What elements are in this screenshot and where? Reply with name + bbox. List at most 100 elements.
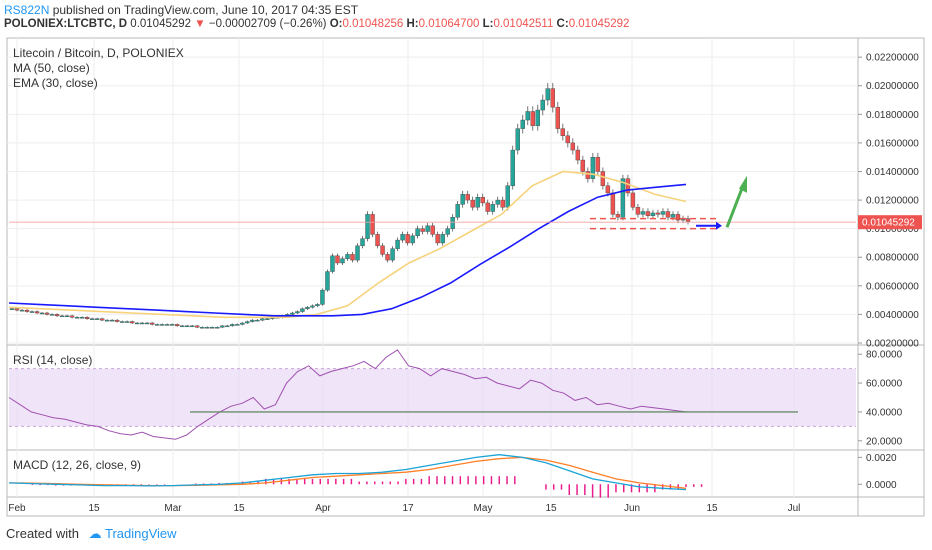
candle-body xyxy=(39,312,45,315)
x-tick-label: 15 xyxy=(233,503,245,514)
candle-body xyxy=(129,321,135,324)
candle-body xyxy=(670,214,676,218)
sideways-arrow-head xyxy=(716,221,722,230)
candle-body xyxy=(625,178,631,194)
candle-body xyxy=(410,235,415,244)
x-tick-label: Mar xyxy=(164,503,182,514)
candle-body xyxy=(84,317,90,319)
macd-tick-label: 0.0000 xyxy=(866,480,897,491)
high-value: 0.01064700 xyxy=(418,18,480,30)
candle-body xyxy=(685,218,691,222)
candle-body xyxy=(495,199,500,205)
tradingview-logo-icon: ☁ xyxy=(88,526,102,541)
candle-body xyxy=(565,135,571,144)
candle-body xyxy=(585,171,591,179)
candle-body xyxy=(215,327,220,329)
candle-body xyxy=(104,319,110,322)
candle-body xyxy=(205,327,210,329)
candle-body xyxy=(445,228,450,235)
candle-body xyxy=(465,194,470,201)
candle-body xyxy=(265,318,270,320)
candle-body xyxy=(570,142,576,151)
candle-body xyxy=(580,159,586,172)
candle-body xyxy=(119,321,125,323)
candle-body xyxy=(535,109,540,126)
candle-body xyxy=(155,324,160,326)
candle-body xyxy=(530,111,535,126)
macd-tick-label: 0.0020 xyxy=(866,453,897,464)
y-tick-label: 0.00400000 xyxy=(866,310,919,321)
candle-body xyxy=(415,228,420,237)
x-tick-label: Apr xyxy=(315,503,331,514)
y-tick-label: 0.01600000 xyxy=(866,138,919,149)
candle-body xyxy=(520,119,525,129)
x-tick-label: 15 xyxy=(545,503,557,514)
candle-body xyxy=(555,106,561,129)
open-value: 0.01048256 xyxy=(342,18,404,30)
ma-legend[interactable]: MA (50, close) xyxy=(13,61,90,75)
candle-body xyxy=(470,199,475,208)
candle-body xyxy=(315,304,320,307)
macd-line xyxy=(8,454,687,491)
macd-pane-title[interactable]: MACD (12, 26, close, 9) xyxy=(13,458,142,472)
candle-body xyxy=(550,88,555,108)
candle-body xyxy=(560,128,566,136)
candle-body xyxy=(335,255,340,264)
footer: Created with ☁ TradingView xyxy=(6,526,177,542)
up-arrow-head xyxy=(739,175,747,193)
candle-body xyxy=(510,149,515,186)
candle-body xyxy=(305,307,310,309)
candle-body xyxy=(525,111,530,121)
candle-body xyxy=(260,318,265,321)
y-tick-label: 0.01800000 xyxy=(866,110,919,121)
candle-body xyxy=(500,199,505,208)
x-tick-label: May xyxy=(474,503,493,514)
candle-body xyxy=(195,325,200,328)
candle-body xyxy=(400,234,405,241)
x-tick-label: Jun xyxy=(624,503,640,514)
candle-body xyxy=(405,234,410,244)
candle-body xyxy=(255,319,260,322)
candle-body xyxy=(150,322,155,325)
candle-body xyxy=(345,254,350,259)
candle-body xyxy=(375,234,380,247)
rsi-band xyxy=(9,368,856,427)
y-tick-label: 0.02200000 xyxy=(866,53,919,64)
open-label: O: xyxy=(329,18,343,30)
candle-body xyxy=(200,327,205,329)
candle-body xyxy=(590,156,596,179)
candle-body xyxy=(350,254,355,261)
candle-body xyxy=(180,325,185,328)
candle-body xyxy=(134,322,140,325)
close-value: 0.01045292 xyxy=(568,18,630,30)
author-link[interactable]: RS822N xyxy=(4,3,50,17)
candle-body xyxy=(475,197,480,208)
low-label: L: xyxy=(482,18,494,30)
tradingview-brand[interactable]: TradingView xyxy=(105,526,177,541)
symbol-label: POLONIEX:LTCBTC, D xyxy=(4,18,128,30)
candle-body xyxy=(480,197,485,204)
ma-line xyxy=(8,183,687,317)
candle-body xyxy=(34,311,40,314)
candle-body xyxy=(14,308,20,311)
candle-body xyxy=(230,324,235,327)
candle-body xyxy=(630,192,636,208)
candle-body xyxy=(430,225,435,235)
candle-body xyxy=(635,207,641,215)
rsi-pane-title[interactable]: RSI (14, close) xyxy=(13,353,93,367)
candle-body xyxy=(44,312,50,315)
candle-body xyxy=(185,325,190,328)
main-pane-title: Litecoin / Bitcoin, D, POLONIEX xyxy=(13,46,184,60)
candle-body xyxy=(250,319,255,322)
y-tick-label: 0.01000000 xyxy=(866,224,919,235)
candle-body xyxy=(124,321,130,323)
rsi-tick-label: 20.0000 xyxy=(866,436,903,447)
candle-body xyxy=(325,271,330,291)
ohlc-line: POLONIEX:LTCBTC, D 0.01045292 ▼ −0.00002… xyxy=(4,18,629,30)
ema-legend[interactable]: EMA (30, close) xyxy=(13,76,98,90)
candle-body xyxy=(390,248,395,261)
candle-body xyxy=(440,234,445,244)
candle-body xyxy=(210,327,215,329)
candle-body xyxy=(245,321,250,324)
